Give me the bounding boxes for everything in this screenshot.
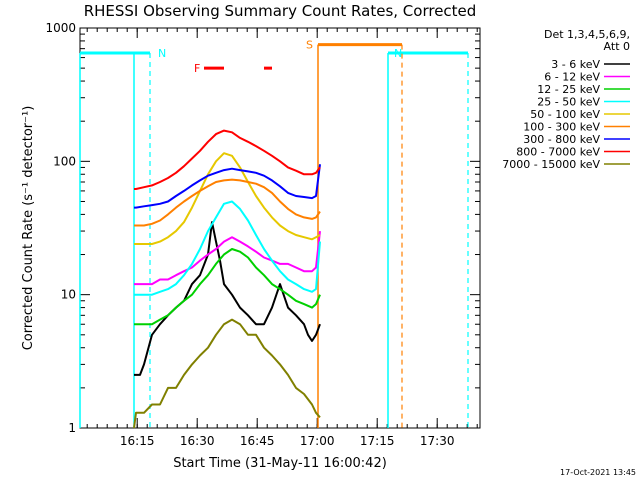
legend-entry-label: 12 - 25 keV xyxy=(537,83,600,96)
interval-label: N xyxy=(394,47,402,60)
series-line-2 xyxy=(134,248,321,326)
interval-label: N xyxy=(158,47,166,60)
x-tick-label: 16:15 xyxy=(120,434,155,448)
legend-header: Att 0 xyxy=(604,40,630,53)
x-tick-label: 17:15 xyxy=(360,434,395,448)
series-line-6 xyxy=(134,164,321,209)
legend-entry-label: 6 - 12 keV xyxy=(544,71,600,84)
x-tick-label: 16:30 xyxy=(180,434,215,448)
series-line-0 xyxy=(134,221,321,376)
series-line-7 xyxy=(134,129,321,190)
series-line-3 xyxy=(134,200,321,296)
series-line-1 xyxy=(134,230,321,286)
plot-frame xyxy=(79,27,481,429)
chart-title: RHESSI Observing Summary Count Rates, Co… xyxy=(84,2,477,20)
flare-label: F xyxy=(194,62,200,75)
series-lines xyxy=(133,129,321,429)
interval-label: S xyxy=(306,39,313,52)
plot-area xyxy=(79,27,481,429)
axes: 1 10 100 1000 16:15 16:30 16:45 17:00 17:15 17:30 xyxy=(45,21,480,448)
y-tick-label: 10 xyxy=(61,288,76,302)
legend-entry-label: 7000 - 15000 keV xyxy=(502,158,600,171)
y-tick-label: 1 xyxy=(68,421,76,435)
legend-header: Det 1,3,4,5,6,9, xyxy=(544,28,630,41)
x-tick-label: 16:45 xyxy=(240,434,275,448)
series-line-4 xyxy=(134,152,321,245)
y-tick-label: 100 xyxy=(53,154,76,168)
series-line-5 xyxy=(134,178,321,227)
series-line-8 xyxy=(133,318,321,429)
legend-entry-label: 3 - 6 keV xyxy=(551,58,600,71)
legend-entry-label: 800 - 7000 keV xyxy=(516,146,600,159)
y-axis-label: Corrected Count Rate (s⁻¹ detector⁻¹) xyxy=(21,106,36,351)
legend-entry-label: 25 - 50 keV xyxy=(537,96,600,109)
annotations: N N S F xyxy=(79,39,469,428)
legend-entry-label: 300 - 800 keV xyxy=(523,133,600,146)
x-tick-label: 17:00 xyxy=(300,434,335,448)
y-tick-label: 1000 xyxy=(45,21,76,35)
x-tick-label: 17:30 xyxy=(420,434,455,448)
render-timestamp: 17-Oct-2021 13:45 xyxy=(560,468,636,477)
legend-entry-label: 50 - 100 keV xyxy=(530,108,600,121)
legend-entry-label: 100 - 300 keV xyxy=(523,121,600,134)
x-axis-label: Start Time (31-May-11 16:00:42) xyxy=(173,456,387,471)
